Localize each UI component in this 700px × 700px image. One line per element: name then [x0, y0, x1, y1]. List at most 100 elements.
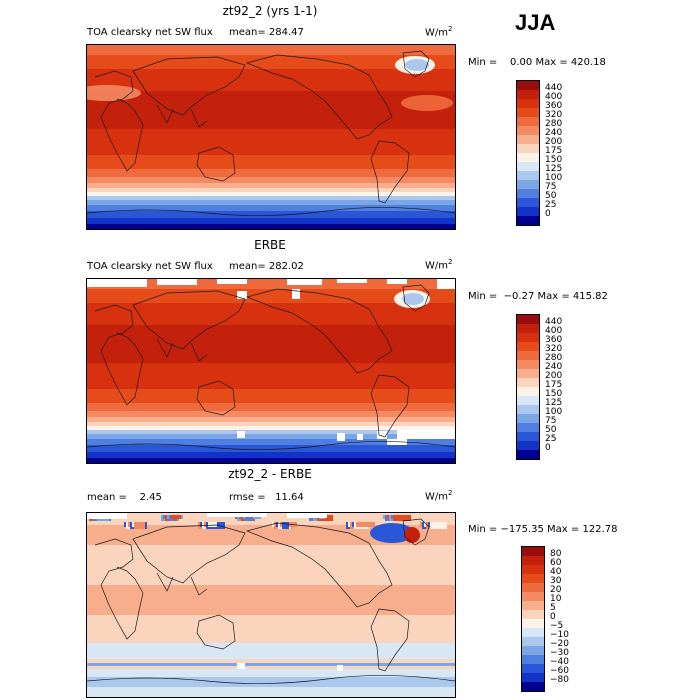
map-band	[87, 155, 455, 169]
colorbar-label: 240	[545, 362, 563, 372]
colorbar-label: 80	[550, 549, 562, 559]
map-band	[87, 422, 455, 426]
colorbar-label: 25	[545, 200, 557, 210]
colorbar-swatch	[517, 333, 539, 342]
colorbar-swatch	[517, 81, 539, 90]
colorbar-swatch	[517, 135, 539, 144]
colorbar-swatch	[517, 369, 539, 378]
coastline	[402, 50, 430, 78]
map-band	[87, 669, 455, 677]
colorbar-swatch	[522, 655, 544, 664]
map-band	[87, 188, 455, 192]
panel-1-features	[87, 56, 453, 111]
colorbar-label: 100	[545, 407, 563, 417]
coastline	[245, 522, 393, 608]
map-band	[87, 434, 455, 439]
coastline	[132, 524, 246, 584]
map-band	[87, 430, 455, 434]
coastline	[245, 288, 393, 374]
colorbar-swatch	[517, 198, 539, 207]
coastline	[370, 374, 410, 438]
colorbar-label: −10	[550, 630, 569, 640]
colorbar-swatch	[517, 441, 539, 450]
panel-2-features	[87, 279, 455, 445]
map-band	[87, 545, 455, 585]
colorbar-label: 0	[550, 612, 556, 622]
colorbar-label: 50	[545, 425, 557, 435]
colorbar-swatch	[517, 396, 539, 405]
map-band	[87, 458, 455, 463]
panel-1-title: zt92_2 (yrs 1-1)	[222, 4, 318, 18]
colorbar-label: −30	[550, 648, 569, 658]
map-band	[87, 91, 455, 129]
colorbar-label: 400	[545, 326, 563, 336]
colorbar-swatch	[517, 414, 539, 423]
map-band	[87, 169, 455, 177]
map-band	[87, 211, 455, 218]
colorbar-swatch	[517, 342, 539, 351]
panel-1-mean: mean= 284.47	[229, 27, 304, 38]
map-band	[87, 279, 455, 289]
colorbar-label: 175	[545, 380, 563, 390]
map-band	[87, 205, 455, 211]
colorbar-swatch	[517, 180, 539, 189]
colorbar-swatch	[517, 171, 539, 180]
colorbar-label: −40	[550, 657, 569, 667]
colorbar-label: 320	[545, 344, 563, 354]
colorbar-swatch	[517, 207, 539, 216]
panel-3-coast	[87, 518, 455, 684]
coastline	[87, 675, 455, 684]
colorbar-swatch	[517, 360, 539, 369]
map-band	[87, 196, 455, 200]
colorbar-label: 200	[545, 371, 563, 381]
colorbar-label: 280	[545, 119, 563, 129]
panel-1-field-label: TOA clearsky net SW flux	[87, 27, 213, 38]
colorbar-swatch	[522, 601, 544, 610]
panel-3-mean: mean = 2.45	[87, 492, 162, 503]
map-band	[87, 426, 455, 430]
colorbar-swatch	[522, 565, 544, 574]
map-band	[87, 45, 455, 55]
colorbar-swatch	[522, 673, 544, 682]
panel-3-rmse: rmse = 11.64	[229, 492, 304, 503]
colorbar-label: 360	[545, 335, 563, 345]
colorbar-label: 175	[545, 146, 563, 156]
panel-3-map	[86, 512, 456, 698]
coastline	[196, 146, 236, 182]
colorbar-swatch	[517, 324, 539, 333]
colorbar-label: 60	[550, 558, 562, 568]
colorbar-swatch	[522, 610, 544, 619]
colorbar-swatch	[522, 682, 544, 691]
colorbar-label: 0	[545, 443, 551, 453]
colorbar-swatch	[522, 664, 544, 673]
colorbar-swatch	[517, 126, 539, 135]
map-band	[87, 177, 455, 183]
panel-1-coast	[87, 50, 455, 216]
coastline	[87, 441, 455, 450]
panel-2-units: W/m2	[425, 258, 453, 272]
coastline	[156, 338, 208, 362]
colorbar-label: 125	[545, 164, 563, 174]
colorbar-label: 400	[545, 92, 563, 102]
coastline	[94, 70, 144, 172]
colorbar-swatch	[522, 628, 544, 637]
panel-3-colorbar	[521, 546, 545, 692]
colorbar-label: 280	[545, 353, 563, 363]
colorbar-label: 360	[545, 101, 563, 111]
coastline	[94, 538, 144, 640]
coastline	[370, 608, 410, 672]
coastline	[245, 54, 393, 140]
colorbar-swatch	[517, 90, 539, 99]
colorbar-swatch	[517, 99, 539, 108]
map-band	[87, 403, 455, 411]
colorbar-swatch	[522, 547, 544, 556]
map-band	[87, 192, 455, 196]
colorbar-label: 75	[545, 182, 557, 192]
colorbar-label: 10	[550, 594, 562, 604]
colorbar-swatch	[522, 592, 544, 601]
panel-1-map-svg	[87, 45, 455, 229]
map-band	[87, 183, 455, 188]
colorbar-swatch	[517, 108, 539, 117]
colorbar-swatch	[522, 556, 544, 565]
coastline	[196, 614, 236, 650]
